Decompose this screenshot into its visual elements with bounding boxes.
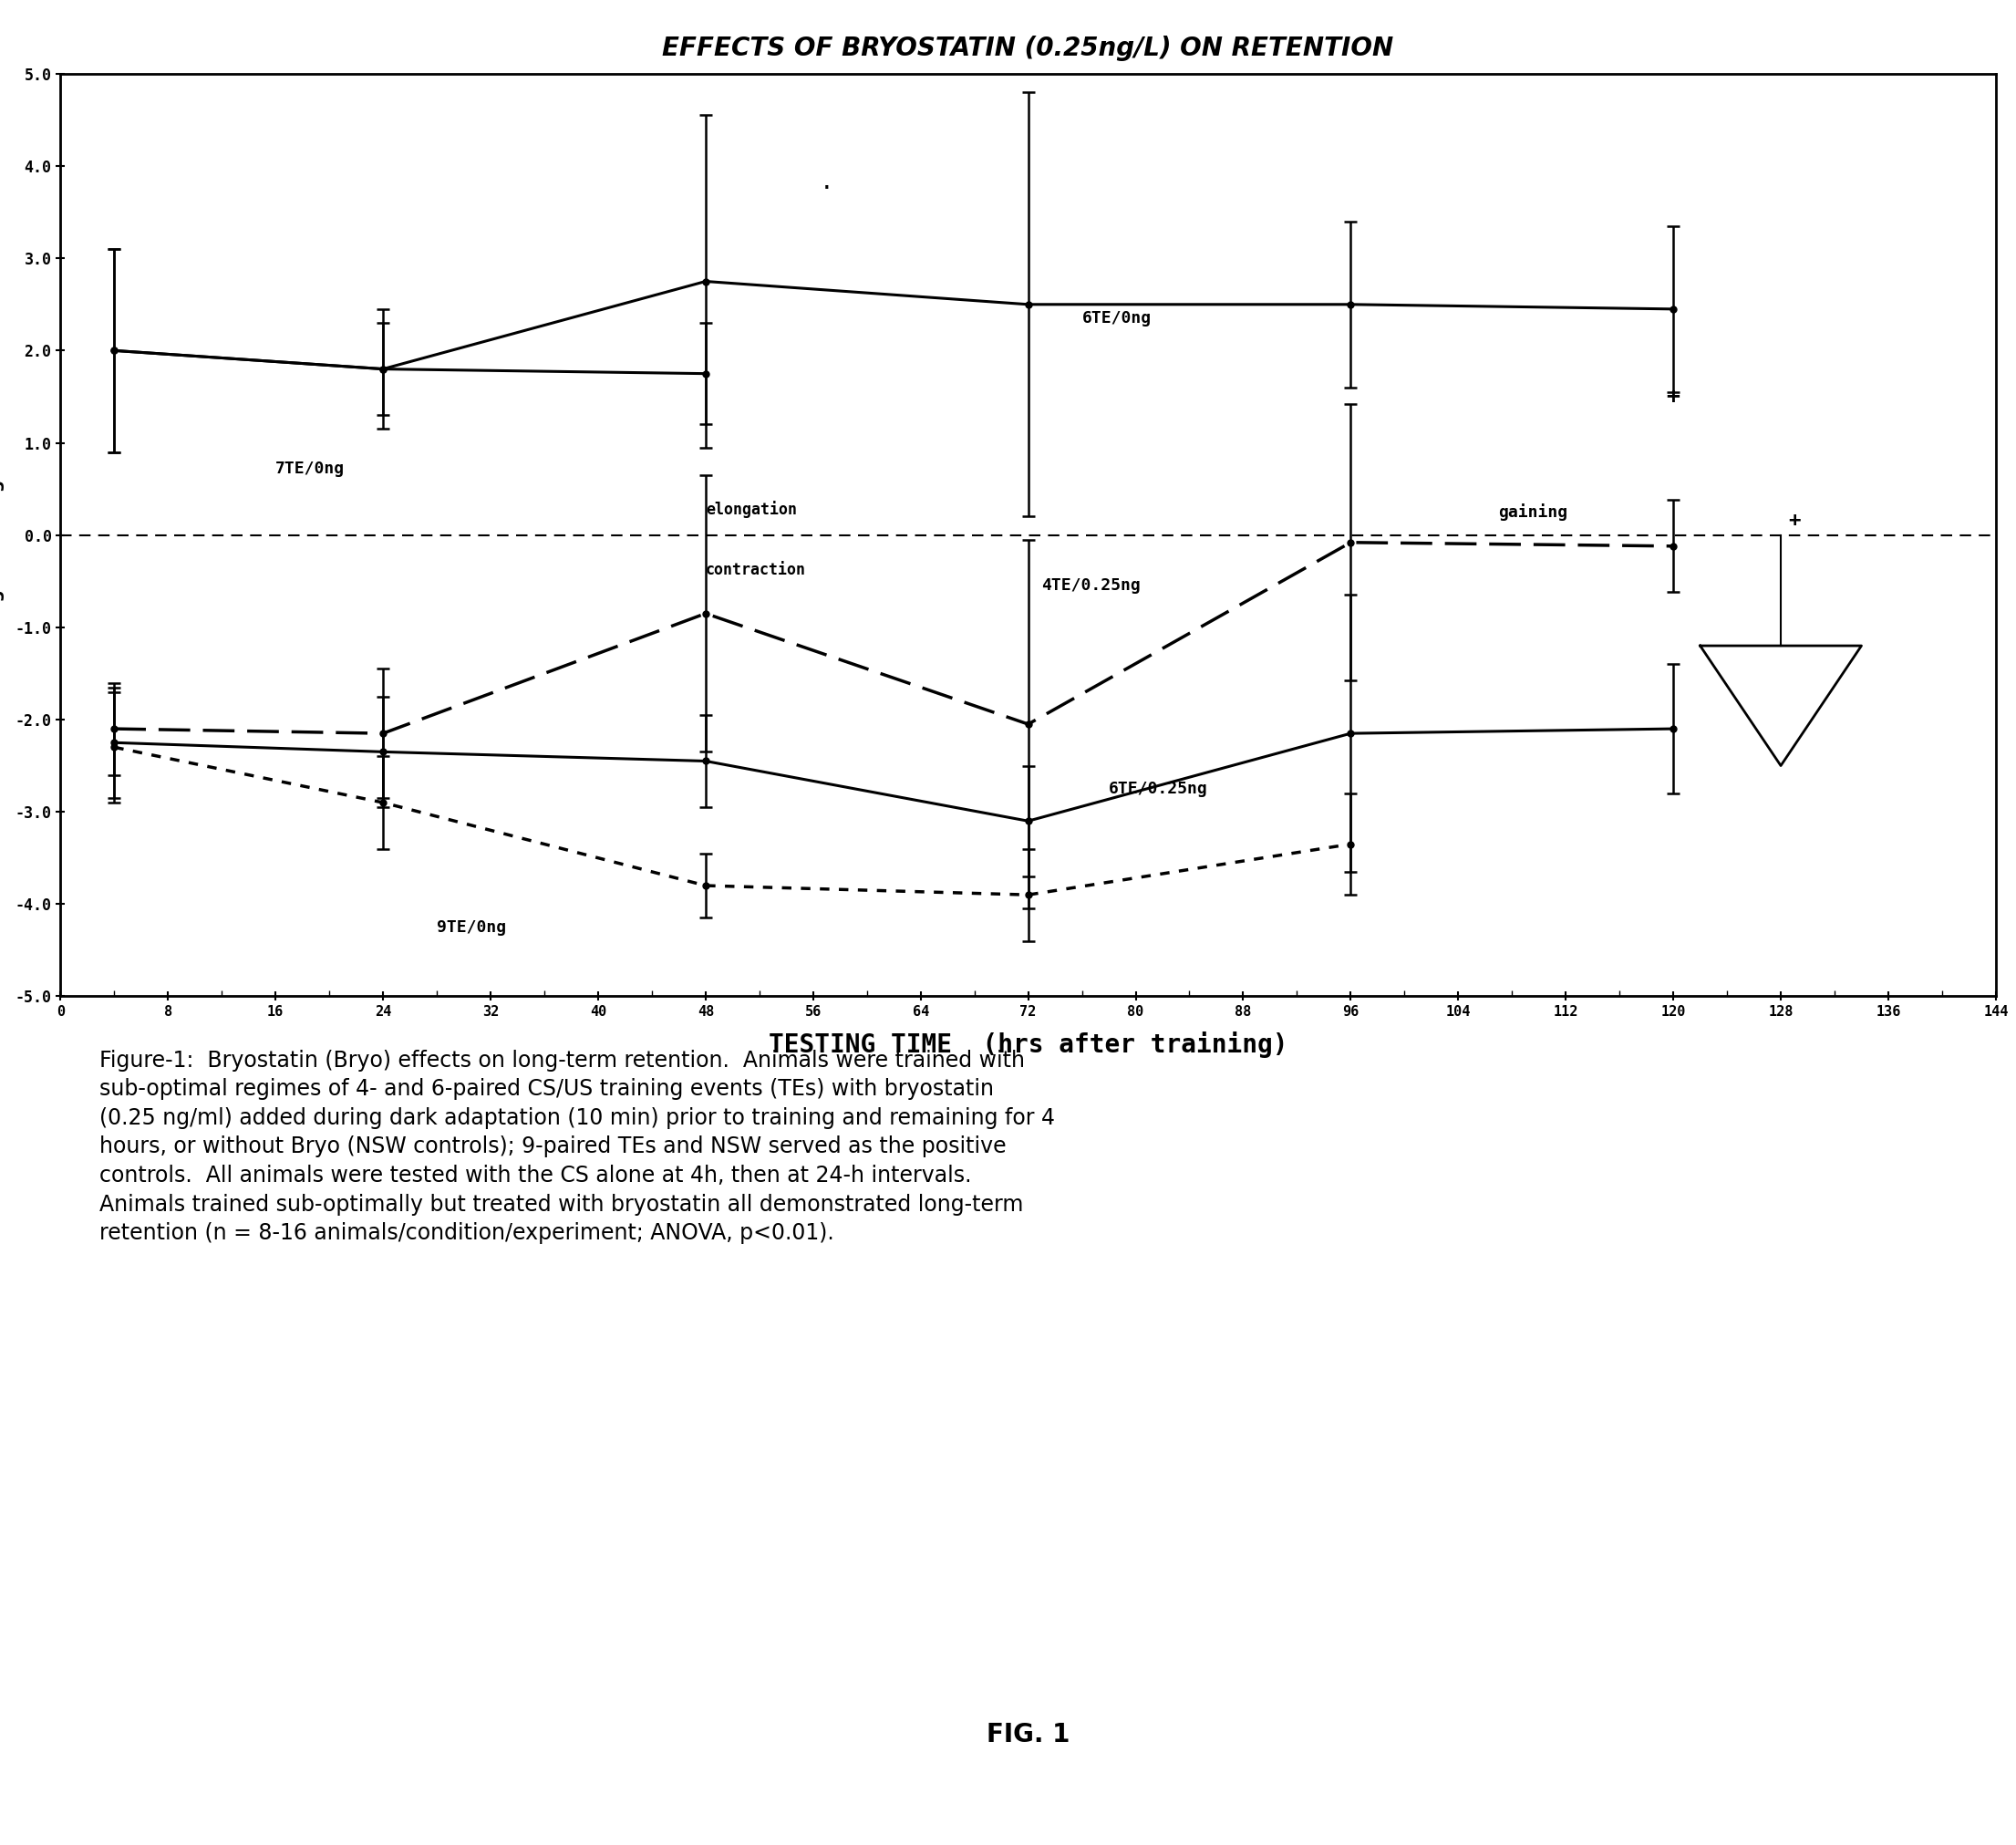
Text: FIG. 1: FIG. 1 [986, 1721, 1070, 1747]
Text: ·: · [823, 175, 831, 203]
Text: 7TE/0ng: 7TE/0ng [276, 461, 345, 476]
Text: 4TE/0.25ng: 4TE/0.25ng [1042, 577, 1141, 594]
X-axis label: TESTING TIME  (hrs after training): TESTING TIME (hrs after training) [768, 1031, 1288, 1057]
Text: gaining: gaining [1498, 504, 1568, 520]
Text: 9TE/0ng: 9TE/0ng [437, 919, 506, 935]
Y-axis label: Length  Change  %: Length Change % [0, 432, 4, 638]
Text: Figure-1:  Bryostatin (Bryo) effects on long-term retention.  Animals were train: Figure-1: Bryostatin (Bryo) effects on l… [99, 1050, 1054, 1244]
Title: EFFECTS OF BRYOSTATIN (0.25ng/L) ON RETENTION: EFFECTS OF BRYOSTATIN (0.25ng/L) ON RETE… [663, 37, 1393, 61]
Text: contraction: contraction [706, 563, 806, 577]
Text: elongation: elongation [706, 500, 796, 518]
Text: 6TE/0.25ng: 6TE/0.25ng [1109, 780, 1208, 797]
Text: +: + [1788, 513, 1800, 530]
Text: 6TE/0ng: 6TE/0ng [1083, 310, 1151, 327]
Text: +: + [1667, 386, 1679, 408]
